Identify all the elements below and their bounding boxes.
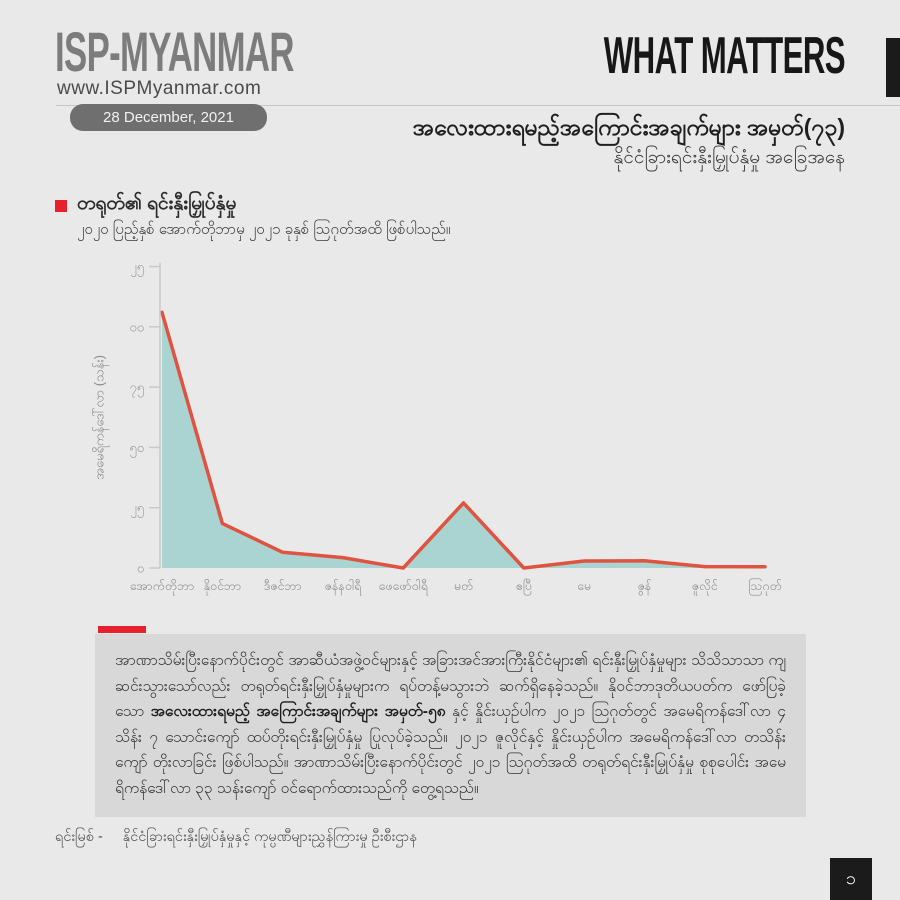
- svg-text:၀: ၀: [137, 561, 144, 576]
- page-number-box: ၁: [830, 858, 872, 900]
- website-url: www.ISPMyanmar.com: [57, 78, 262, 99]
- paragraph-bold-reference: အလေးထားရမည့် အကြောင်းအချက်များ အမှတ်-၅၈: [150, 703, 446, 720]
- svg-text:၁၀၀: ၁၀၀: [130, 319, 144, 334]
- svg-text:၅၀: ၅၀: [130, 440, 144, 458]
- svg-text:၂၅: ၂၅: [130, 500, 144, 518]
- source-line: ရင်းမြစ် - နိုင်ငံခြားရင်းနှီးမြှုပ်နှံမ…: [55, 828, 417, 849]
- svg-text:ဖေဖော်ဝါရီ: ဖေဖော်ဝါရီ: [379, 578, 429, 596]
- analysis-paragraph: အာဏာသိမ်းပြီးနောက်ပိုင်းတွင် အာဆီယံအဖွဲ့…: [95, 634, 806, 817]
- svg-text:၇၅: ၇၅: [130, 380, 144, 398]
- issue-heading: အလေးထားရမည့်အကြောင်းအချက်များ အမှတ်(၇၃) …: [413, 112, 845, 171]
- chart-y-axis-label: အမေရိကန်ဒေါ်လာ (သန်း): [91, 355, 107, 480]
- red-square-bullet: [55, 200, 67, 212]
- paragraph-text-2: နှင့် နှိုင်းယှဉ်ပါက ၂၀၂၁ သြဂုတ်တွင် အမေ…: [115, 703, 786, 797]
- page-number: ၁: [845, 867, 857, 888]
- issue-title: အလေးထားရမည့်အကြောင်းအချက်များ အမှတ်(၇၃): [412, 114, 845, 140]
- svg-text:ဇူလိုင်: ဇူလိုင်: [692, 578, 719, 596]
- svg-text:မေ: မေ: [577, 579, 591, 593]
- source-value: နိုင်ငံခြားရင်းနှီးမြှုပ်နှံမှုနှင့် ကုမ…: [122, 829, 417, 845]
- paragraph-text-1: အာဏာသိမ်းပြီးနောက်ပိုင်းတွင် အာဆီယံအဖွဲ့…: [115, 652, 786, 720]
- svg-text:အောက်တိုဘာ: အောက်တိုဘာ: [130, 578, 194, 596]
- header-corner-mark: [886, 38, 900, 97]
- svg-text:ဇန်နဝါရီ: ဇန်နဝါရီ: [325, 578, 363, 596]
- svg-text:နိုဝင်ဘာ: နိုဝင်ဘာ: [204, 578, 242, 596]
- svg-text:သြဂုတ်: သြဂုတ်: [748, 577, 782, 596]
- note-red-dash: [98, 626, 146, 633]
- date-badge: 28 December, 2021: [70, 104, 267, 131]
- isp-myanmar-logo: ISP-MYANMAR: [55, 20, 294, 83]
- section-title: တရုတ်၏ ရင်းနှီးမြှုပ်နှံမှု: [77, 193, 237, 214]
- svg-text:ဧပြီ: ဧပြီ: [516, 578, 532, 596]
- svg-text:ဇွန်: ဇွန်: [637, 578, 652, 596]
- header-divider: [56, 105, 900, 106]
- svg-text:ဒီဇင်ဘာ: ဒီဇင်ဘာ: [264, 578, 302, 593]
- source-label: ရင်းမြစ် -: [55, 829, 103, 845]
- section-subtitle: ၂၀၂၀ ပြည့်နှစ် အောက်တိုဘာမှ ၂၀၂၁ ခုနှစ် …: [77, 221, 451, 238]
- investment-chart: ၀ ၂၅ ၅၀ ၇၅ ၁၀၀ ၁၂၅အောက်တိုဘာ နိုဝင်ဘာ ဒီဇင်ဘာ ဇန…: [130, 259, 782, 596]
- svg-text:၁၂၅: ၁၂၅: [130, 259, 144, 277]
- what-matters-title: WHAT MATTERS: [603, 27, 846, 85]
- issue-subtitle: နိုင်ငံခြားရင်းနှီးမြှုပ်နှံမှု အခြေအနေ: [613, 147, 845, 169]
- svg-text:မတ်: မတ်: [454, 578, 474, 593]
